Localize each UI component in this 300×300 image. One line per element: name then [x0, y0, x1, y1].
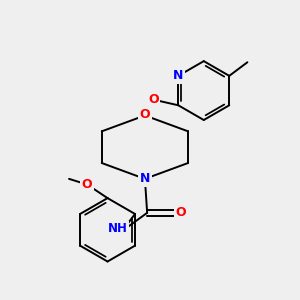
Text: O: O: [140, 108, 150, 121]
Text: N: N: [140, 172, 150, 185]
Text: N: N: [173, 69, 184, 82]
Text: O: O: [82, 178, 92, 191]
Text: O: O: [176, 206, 186, 219]
Text: NH: NH: [108, 222, 128, 235]
Text: O: O: [148, 93, 159, 106]
